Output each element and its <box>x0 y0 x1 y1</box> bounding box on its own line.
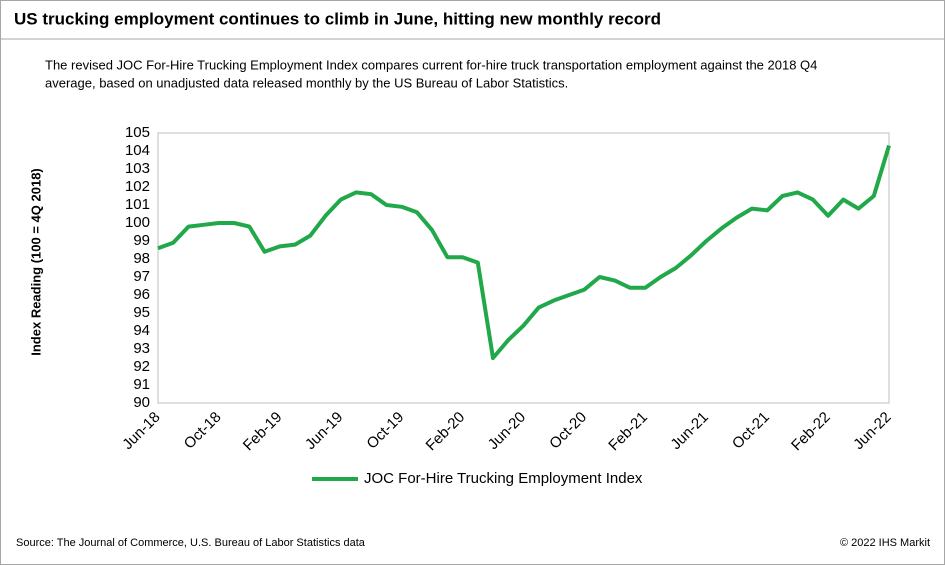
subtitle: The revised JOC For-Hire Trucking Employ… <box>45 57 817 72</box>
y-axis-label: Index Reading (100 = 4Q 2018) <box>28 168 43 356</box>
y-tick-label: 96 <box>133 286 150 303</box>
y-tick-label: 102 <box>125 178 150 195</box>
y-tick-label: 97 <box>133 268 150 285</box>
y-tick-label: 93 <box>133 340 150 357</box>
subtitle: average, based on unadjusted data releas… <box>45 75 568 90</box>
legend-label: JOC For-Hire Trucking Employment Index <box>364 470 643 487</box>
y-tick-label: 104 <box>125 142 150 159</box>
source: Source: The Journal of Commerce, U.S. Bu… <box>16 537 366 549</box>
y-tick-label: 90 <box>133 394 150 411</box>
chart-title: US trucking employment continues to clim… <box>14 9 661 28</box>
y-tick-label: 101 <box>125 196 150 213</box>
plot-area <box>157 132 890 404</box>
y-tick-label: 95 <box>133 304 150 321</box>
y-tick-label: 98 <box>133 250 150 267</box>
y-tick-label: 94 <box>133 322 150 339</box>
y-tick-label: 105 <box>125 124 150 141</box>
line-series <box>157 145 891 360</box>
y-tick-label: 99 <box>133 232 150 249</box>
y-tick-label: 92 <box>133 358 150 375</box>
y-tick-label: 103 <box>125 160 150 177</box>
copyright: © 2022 IHS Markit <box>840 537 930 549</box>
y-tick-label: 91 <box>133 376 150 393</box>
y-tick-label: 100 <box>125 214 150 231</box>
